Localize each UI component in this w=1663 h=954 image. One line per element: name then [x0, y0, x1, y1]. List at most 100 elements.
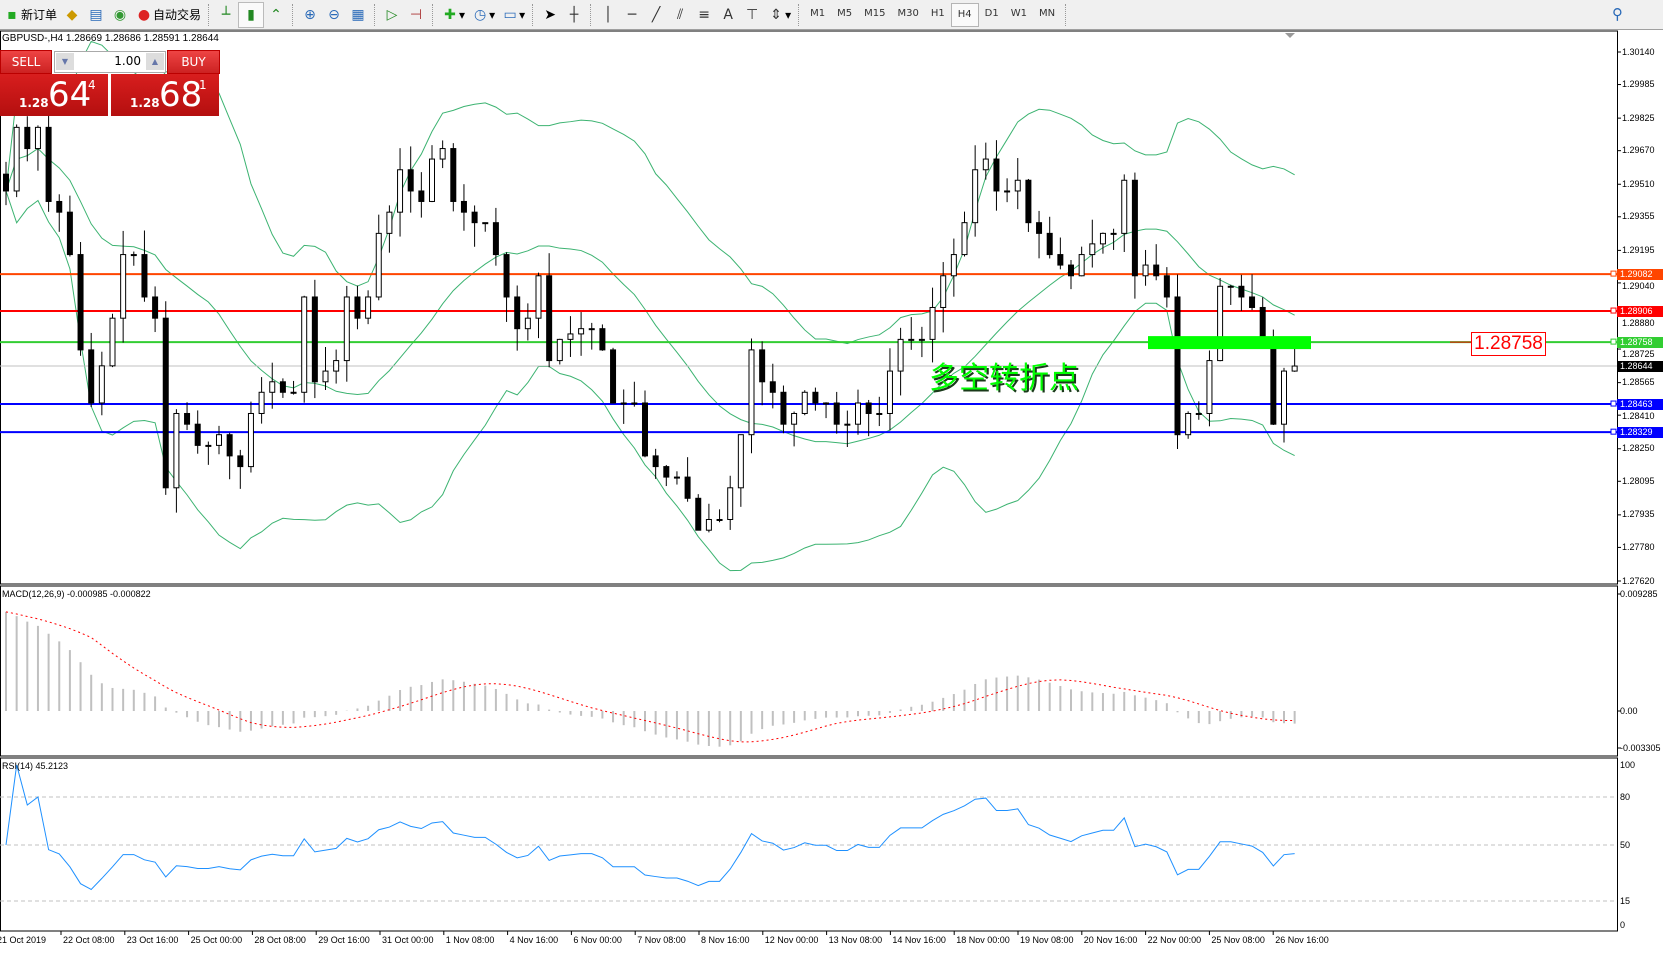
bullish-candle: [120, 254, 127, 319]
timeframe-m30[interactable]: M30: [897, 7, 919, 19]
buy-price[interactable]: 1.28 68 1: [111, 74, 219, 116]
bearish-candle: [1131, 179, 1138, 277]
rsi-label: RSI(14) 45.2123: [2, 761, 69, 771]
market-watch-button[interactable]: ◆: [60, 3, 84, 27]
bullish-candle: [886, 370, 893, 414]
sell-button[interactable]: SELL: [0, 50, 52, 74]
crosshair-button[interactable]: ┼: [562, 3, 586, 27]
bearish-candle: [354, 296, 361, 319]
indicators-icon: ✚: [444, 6, 456, 23]
bearish-candle: [1270, 338, 1277, 425]
price-axis-label: 1.27780: [1622, 541, 1655, 552]
timeframe-w1[interactable]: W1: [1010, 7, 1027, 19]
bullish-candle: [375, 232, 382, 298]
line-chart-icon: ⌃: [270, 6, 282, 23]
search-icon[interactable]: ⚲: [1612, 5, 1623, 23]
zoom-out-button[interactable]: ⊖: [322, 3, 346, 27]
new-order-button[interactable]: ▪ 新订单: [0, 3, 60, 27]
lot-size-input[interactable]: 1.00: [114, 54, 141, 68]
fibonacci-button[interactable]: ≡: [692, 3, 716, 27]
bullish-candle: [748, 349, 755, 436]
chart-shift-button[interactable]: ⊣: [404, 3, 428, 27]
bullish-candle: [791, 412, 798, 425]
buy-button[interactable]: BUY: [167, 50, 220, 74]
auto-trading-button[interactable]: ● 自动交易: [132, 3, 204, 27]
trendline-button[interactable]: ╱: [644, 3, 668, 27]
trendline-icon: ╱: [651, 6, 661, 23]
timeframe-h4[interactable]: H4: [950, 2, 979, 27]
sell-price[interactable]: 1.28 64 4: [0, 74, 108, 116]
signals-button[interactable]: ◉: [108, 3, 132, 27]
bullish-candle: [1004, 190, 1011, 193]
timeframe-bar: M1 M5 M15 M30 H1 H4 D1 W1 MN: [804, 2, 1061, 27]
timeframe-m15[interactable]: M15: [864, 7, 886, 19]
symbol-info: GBPUSD-,H4 1.28669 1.28686 1.28591 1.286…: [2, 33, 219, 44]
fibonacci-icon: ≡: [698, 6, 710, 23]
navigator-icon: ▤: [89, 6, 103, 23]
auto-scroll-button[interactable]: ▷: [380, 3, 404, 27]
horizontal-line-button[interactable]: ─: [620, 3, 644, 27]
bullish-candle: [269, 381, 276, 393]
text-label-button[interactable]: ⊤: [740, 3, 764, 27]
bullish-candle: [1206, 360, 1213, 414]
arrows-icon: ⇕: [770, 6, 782, 23]
templates-button[interactable]: ▭ ▾: [498, 3, 528, 27]
time-axis-label: 22 Nov 00:00: [1147, 935, 1202, 945]
bullish-candle: [482, 222, 489, 225]
bearish-candle: [865, 402, 872, 414]
arrows-button[interactable]: ⇕ ▾: [764, 3, 794, 27]
bearish-candle: [1259, 306, 1266, 340]
tile-icon: ▦: [351, 6, 365, 23]
timeframe-d1[interactable]: D1: [984, 7, 999, 19]
price-axis-label: 1.27935: [1622, 509, 1655, 520]
bullish-candle: [588, 328, 595, 331]
bearish-candle: [1238, 285, 1245, 298]
bearish-candle: [162, 317, 169, 489]
bullish-candle: [567, 333, 574, 340]
bullish-candle: [705, 518, 712, 531]
timeframe-h1[interactable]: H1: [930, 7, 945, 19]
candlestick-button[interactable]: ▮: [238, 1, 265, 28]
lot-decrease-button[interactable]: ▼: [56, 53, 74, 70]
bearish-candle: [311, 296, 318, 383]
timeframe-m1[interactable]: M1: [810, 7, 826, 19]
zoom-in-button[interactable]: ⊕: [298, 3, 322, 27]
lot-increase-button[interactable]: ▲: [146, 53, 164, 70]
bearish-candle: [152, 296, 159, 319]
level-price-label[interactable]: 1.28758: [1471, 332, 1546, 356]
price-tag: 1.28644: [1617, 360, 1663, 372]
time-axis-label: 19 Nov 08:00: [1020, 935, 1074, 945]
tile-windows-button[interactable]: ▦: [346, 3, 370, 27]
vertical-line-icon: │: [603, 6, 613, 23]
timeframe-mn[interactable]: MN: [1038, 7, 1056, 19]
bearish-candle: [833, 402, 840, 425]
macd-axis-label: -0.003305: [1620, 742, 1661, 753]
line-chart-button[interactable]: ⌃: [264, 3, 288, 27]
time-axis-label: 25 Nov 08:00: [1211, 935, 1265, 945]
bullish-candle: [844, 423, 851, 426]
gold-icon: ◆: [66, 6, 78, 23]
bullish-candle: [535, 275, 542, 319]
bullish-candle: [631, 402, 638, 405]
bullish-candle: [205, 444, 212, 447]
bearish-candle: [1249, 296, 1256, 308]
bullish-candle: [1078, 254, 1085, 277]
text-tool-button[interactable]: A: [716, 3, 740, 27]
channel-button[interactable]: ⫽: [668, 3, 692, 27]
periods-button[interactable]: ◷ ▾: [468, 3, 498, 27]
bearish-candle: [652, 455, 659, 468]
price-tag: 1.28329: [1617, 426, 1663, 438]
zoom-in-icon: ⊕: [304, 6, 316, 23]
chart-annotation-text[interactable]: 多空转折点: [929, 361, 1079, 396]
bearish-candle: [780, 391, 787, 425]
bullish-candle: [972, 169, 979, 224]
cursor-button[interactable]: ➤: [538, 3, 562, 27]
bar-chart-button[interactable]: ┴: [214, 3, 238, 27]
vertical-line-button[interactable]: │: [596, 3, 620, 27]
bullish-candle: [1110, 232, 1117, 235]
indicators-button[interactable]: ✚ ▾: [438, 3, 468, 27]
time-axis-label: 6 Nov 00:00: [573, 935, 622, 945]
timeframe-m5[interactable]: M5: [837, 7, 853, 19]
navigator-button[interactable]: ▤: [84, 3, 108, 27]
